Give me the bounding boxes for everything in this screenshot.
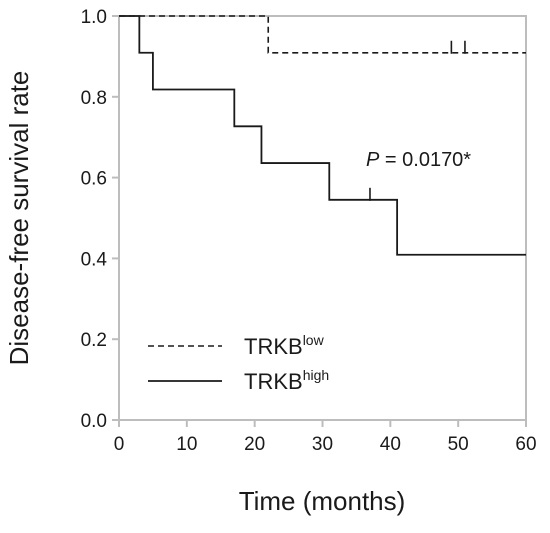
x-tick-label: 60 [515, 434, 536, 455]
legend-label-trkb-low-base: TRKB [244, 334, 303, 359]
p-value-annotation: P = 0.0170* [366, 149, 471, 171]
y-tick-label: 0.6 [81, 169, 107, 190]
p-value-italic: P [366, 149, 380, 171]
x-tick-label: 50 [448, 434, 469, 455]
x-tick-label: 40 [380, 434, 401, 455]
legend-label-trkb-high-base: TRKB [244, 369, 303, 394]
plot-frame [118, 15, 527, 421]
series-line-trkb-low [119, 15, 526, 54]
y-tick-label: 1.0 [81, 7, 107, 28]
legend-label-trkb-low-sup: low [303, 332, 325, 348]
y-tick-label: 0.8 [81, 88, 107, 109]
y-axis-title: Disease-free survival rate [4, 71, 34, 366]
y-tick-label: 0.0 [81, 411, 107, 432]
p-value-text: = 0.0170* [379, 149, 471, 171]
y-tick-label: 0.4 [81, 249, 108, 270]
series-line-trkb-high [119, 15, 526, 256]
x-tick-label: 20 [244, 434, 265, 455]
series [119, 15, 526, 256]
legend-label-trkb-high: TRKBhigh [244, 367, 329, 394]
legend-label-trkb-low: TRKBlow [244, 332, 325, 359]
x-tick-label: 0 [114, 434, 125, 455]
x-tick-label: 30 [312, 434, 333, 455]
x-tick-label: 10 [176, 434, 197, 455]
ticks: 0 10 20 30 40 50 60 0.0 0.2 0.4 0.6 0.8 1.0 [81, 7, 537, 455]
legend-label-trkb-high-sup: high [303, 367, 329, 383]
legend: TRKBlow TRKBhigh [148, 332, 329, 394]
axes [118, 15, 527, 421]
x-axis-title: Time (months) [239, 486, 406, 516]
y-tick-label: 0.2 [81, 330, 107, 351]
